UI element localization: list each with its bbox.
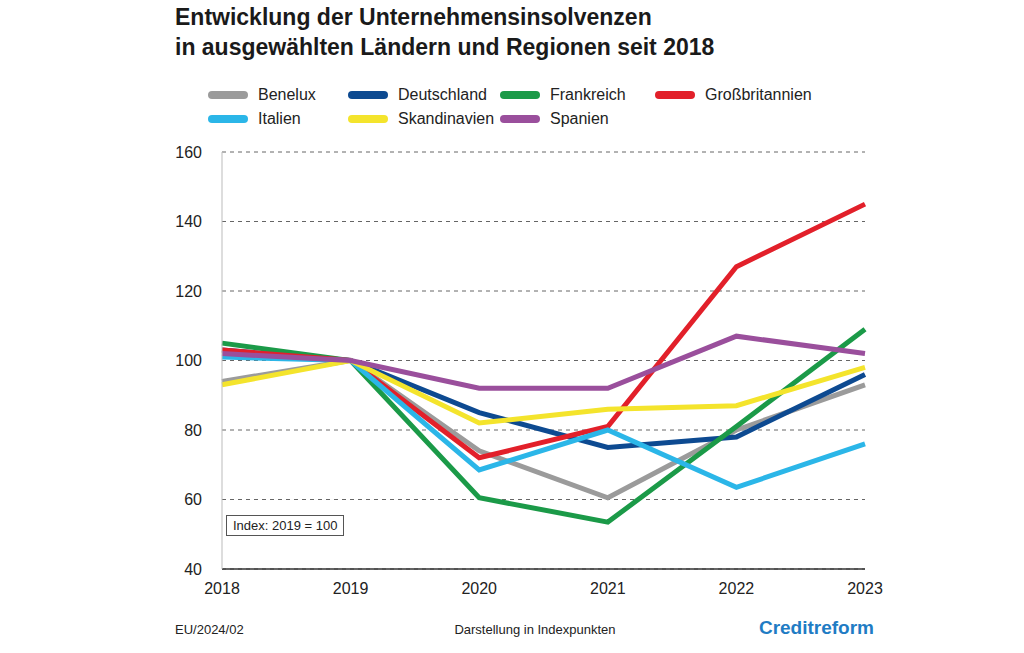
svg-text:2018: 2018: [204, 580, 240, 597]
html-text:in ausgewählten Ländern und Re: in ausgewählten Ländern und Regionen sei…: [175, 34, 715, 60]
html-text:Großbritannien: Großbritannien: [705, 86, 812, 103]
svg-text:2023: 2023: [847, 580, 883, 597]
html-text:Creditreform: Creditreform: [758, 617, 874, 638]
html-text:Frankreich: Frankreich: [550, 86, 626, 103]
html-text:Darstellung in Indexpunkten: Darstellung in Indexpunkten: [454, 622, 616, 637]
svg-text:60: 60: [184, 491, 202, 508]
svg-text:80: 80: [184, 422, 202, 439]
html-text:Spanien: Spanien: [550, 110, 609, 127]
svg-text:40: 40: [184, 561, 202, 578]
html-text:Entwicklung der Unternehmensin: Entwicklung der Unternehmensinsolvenzen: [175, 4, 652, 30]
svg-text:2020: 2020: [461, 580, 497, 597]
html-text:Benelux: Benelux: [258, 86, 316, 103]
html-text:EU/2024/02: EU/2024/02: [175, 622, 244, 637]
svg-text:2022: 2022: [719, 580, 755, 597]
svg-text:140: 140: [175, 213, 202, 230]
html-text:Skandinavien: Skandinavien: [398, 110, 495, 127]
svg-text:100: 100: [175, 352, 202, 369]
svg-text:2019: 2019: [333, 580, 369, 597]
svg-text:2021: 2021: [590, 580, 626, 597]
svg-text:120: 120: [175, 283, 202, 300]
html-text:Index: 2019 = 100: Index: 2019 = 100: [233, 518, 338, 533]
svg-text:160: 160: [175, 144, 202, 161]
html-text:Italien: Italien: [258, 110, 301, 127]
html-text:Deutschland: Deutschland: [398, 86, 487, 103]
